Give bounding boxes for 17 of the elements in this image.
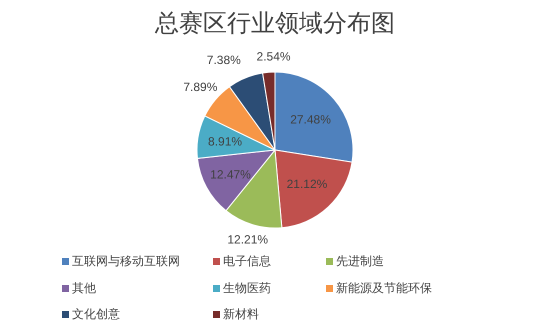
legend-label: 新材料	[223, 307, 259, 321]
data-label: 7.89%	[183, 80, 218, 94]
legend-label: 新能源及节能环保	[336, 281, 432, 295]
data-label: 12.47%	[210, 167, 252, 182]
legend-label: 互联网与移动互联网	[72, 254, 180, 268]
legend-label: 生物医药	[223, 281, 271, 295]
legend-label: 电子信息	[223, 254, 271, 268]
legend-label: 先进制造	[336, 254, 384, 268]
data-label: 7.38%	[206, 52, 242, 67]
legend-label: 其他	[72, 281, 96, 295]
data-label: 2.54%	[256, 50, 291, 64]
legend-label: 文化创意	[72, 307, 120, 321]
chart-title: 总赛区行业领域分布图	[154, 10, 395, 37]
data-label: 21.12%	[286, 177, 328, 192]
data-label: 8.91%	[208, 134, 242, 148]
data-label: 12.21%	[227, 232, 268, 247]
data-label: 27.48%	[290, 112, 332, 127]
